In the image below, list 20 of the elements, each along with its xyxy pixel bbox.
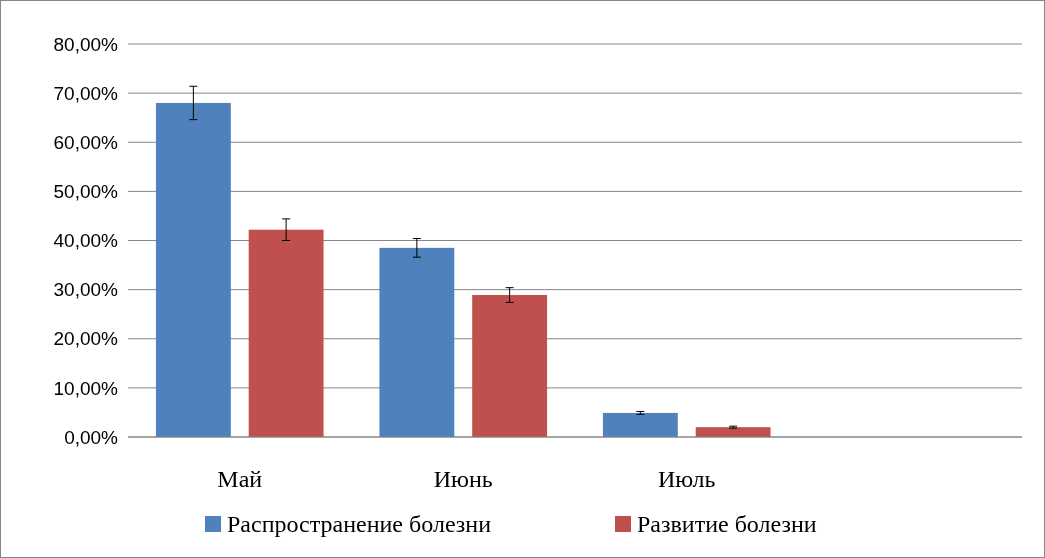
y-tick-label: 30,00% <box>53 279 119 301</box>
x-tick-label: Июль <box>657 466 716 492</box>
y-tick-label: 40,00% <box>53 230 119 252</box>
y-tick-label: 0,00% <box>64 426 119 448</box>
y-tick-label: 20,00% <box>53 328 119 350</box>
y-tick-label: 50,00% <box>53 181 119 203</box>
bar <box>248 229 324 437</box>
bar <box>695 427 771 437</box>
bar <box>155 102 231 437</box>
x-tick-label: Июнь <box>433 466 493 492</box>
legend-label: Распространение болезни <box>227 511 492 538</box>
x-tick-label: Май <box>217 466 263 492</box>
y-tick-label: 10,00% <box>53 377 119 399</box>
bar <box>602 412 678 437</box>
y-tick-label: 80,00% <box>53 33 119 55</box>
bar <box>379 247 455 437</box>
bar <box>472 295 548 437</box>
legend-label: Развитие болезни <box>637 511 817 538</box>
y-tick-label: 70,00% <box>53 82 119 104</box>
y-tick-label: 60,00% <box>53 131 119 153</box>
